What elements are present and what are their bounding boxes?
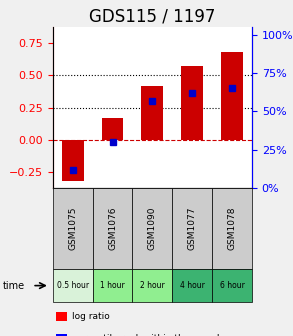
Bar — [142, 86, 163, 140]
Text: 2 hour: 2 hour — [140, 281, 165, 290]
Text: GSM1090: GSM1090 — [148, 207, 157, 250]
Text: GSM1077: GSM1077 — [188, 207, 197, 250]
Bar — [62, 140, 84, 181]
Text: 6 hour: 6 hour — [220, 281, 244, 290]
Text: GSM1076: GSM1076 — [108, 207, 117, 250]
Text: GSM1078: GSM1078 — [228, 207, 236, 250]
Text: time: time — [3, 281, 25, 291]
Bar — [181, 66, 203, 140]
Text: GSM1075: GSM1075 — [68, 207, 77, 250]
Bar — [102, 118, 123, 140]
Title: GDS115 / 1197: GDS115 / 1197 — [89, 7, 216, 25]
Text: percentile rank within the sample: percentile rank within the sample — [72, 334, 225, 336]
Text: 1 hour: 1 hour — [100, 281, 125, 290]
Bar — [221, 52, 243, 140]
Text: 4 hour: 4 hour — [180, 281, 205, 290]
Text: 0.5 hour: 0.5 hour — [57, 281, 89, 290]
Text: log ratio: log ratio — [72, 312, 110, 321]
